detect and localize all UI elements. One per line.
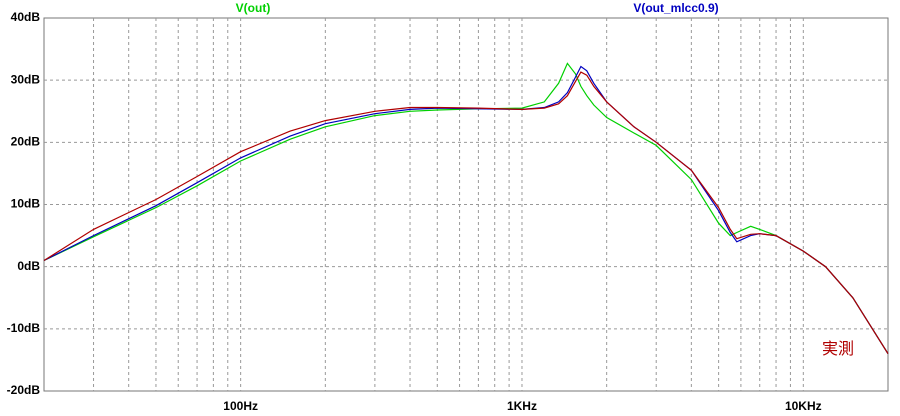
x-tick-label: 10KHz: [785, 399, 822, 413]
x-tick-label: 1KHz: [507, 399, 537, 413]
x-tick-label: 100Hz: [223, 399, 258, 413]
legend-label: V(out): [236, 1, 271, 15]
y-tick-label: 10dB: [11, 197, 41, 211]
y-tick-label: 20dB: [11, 135, 41, 149]
y-tick-label: 30dB: [11, 72, 41, 86]
legend-label: V(out_mlcc0.9): [633, 1, 718, 15]
y-tick-label: -20dB: [7, 383, 41, 397]
annotation: 実測: [822, 340, 854, 358]
series-line: [43, 71, 889, 355]
y-tick-label: 40dB: [11, 10, 41, 24]
y-tick-label: 0dB: [17, 259, 40, 273]
series-line: [43, 62, 889, 355]
y-tick-label: -10dB: [7, 321, 41, 335]
